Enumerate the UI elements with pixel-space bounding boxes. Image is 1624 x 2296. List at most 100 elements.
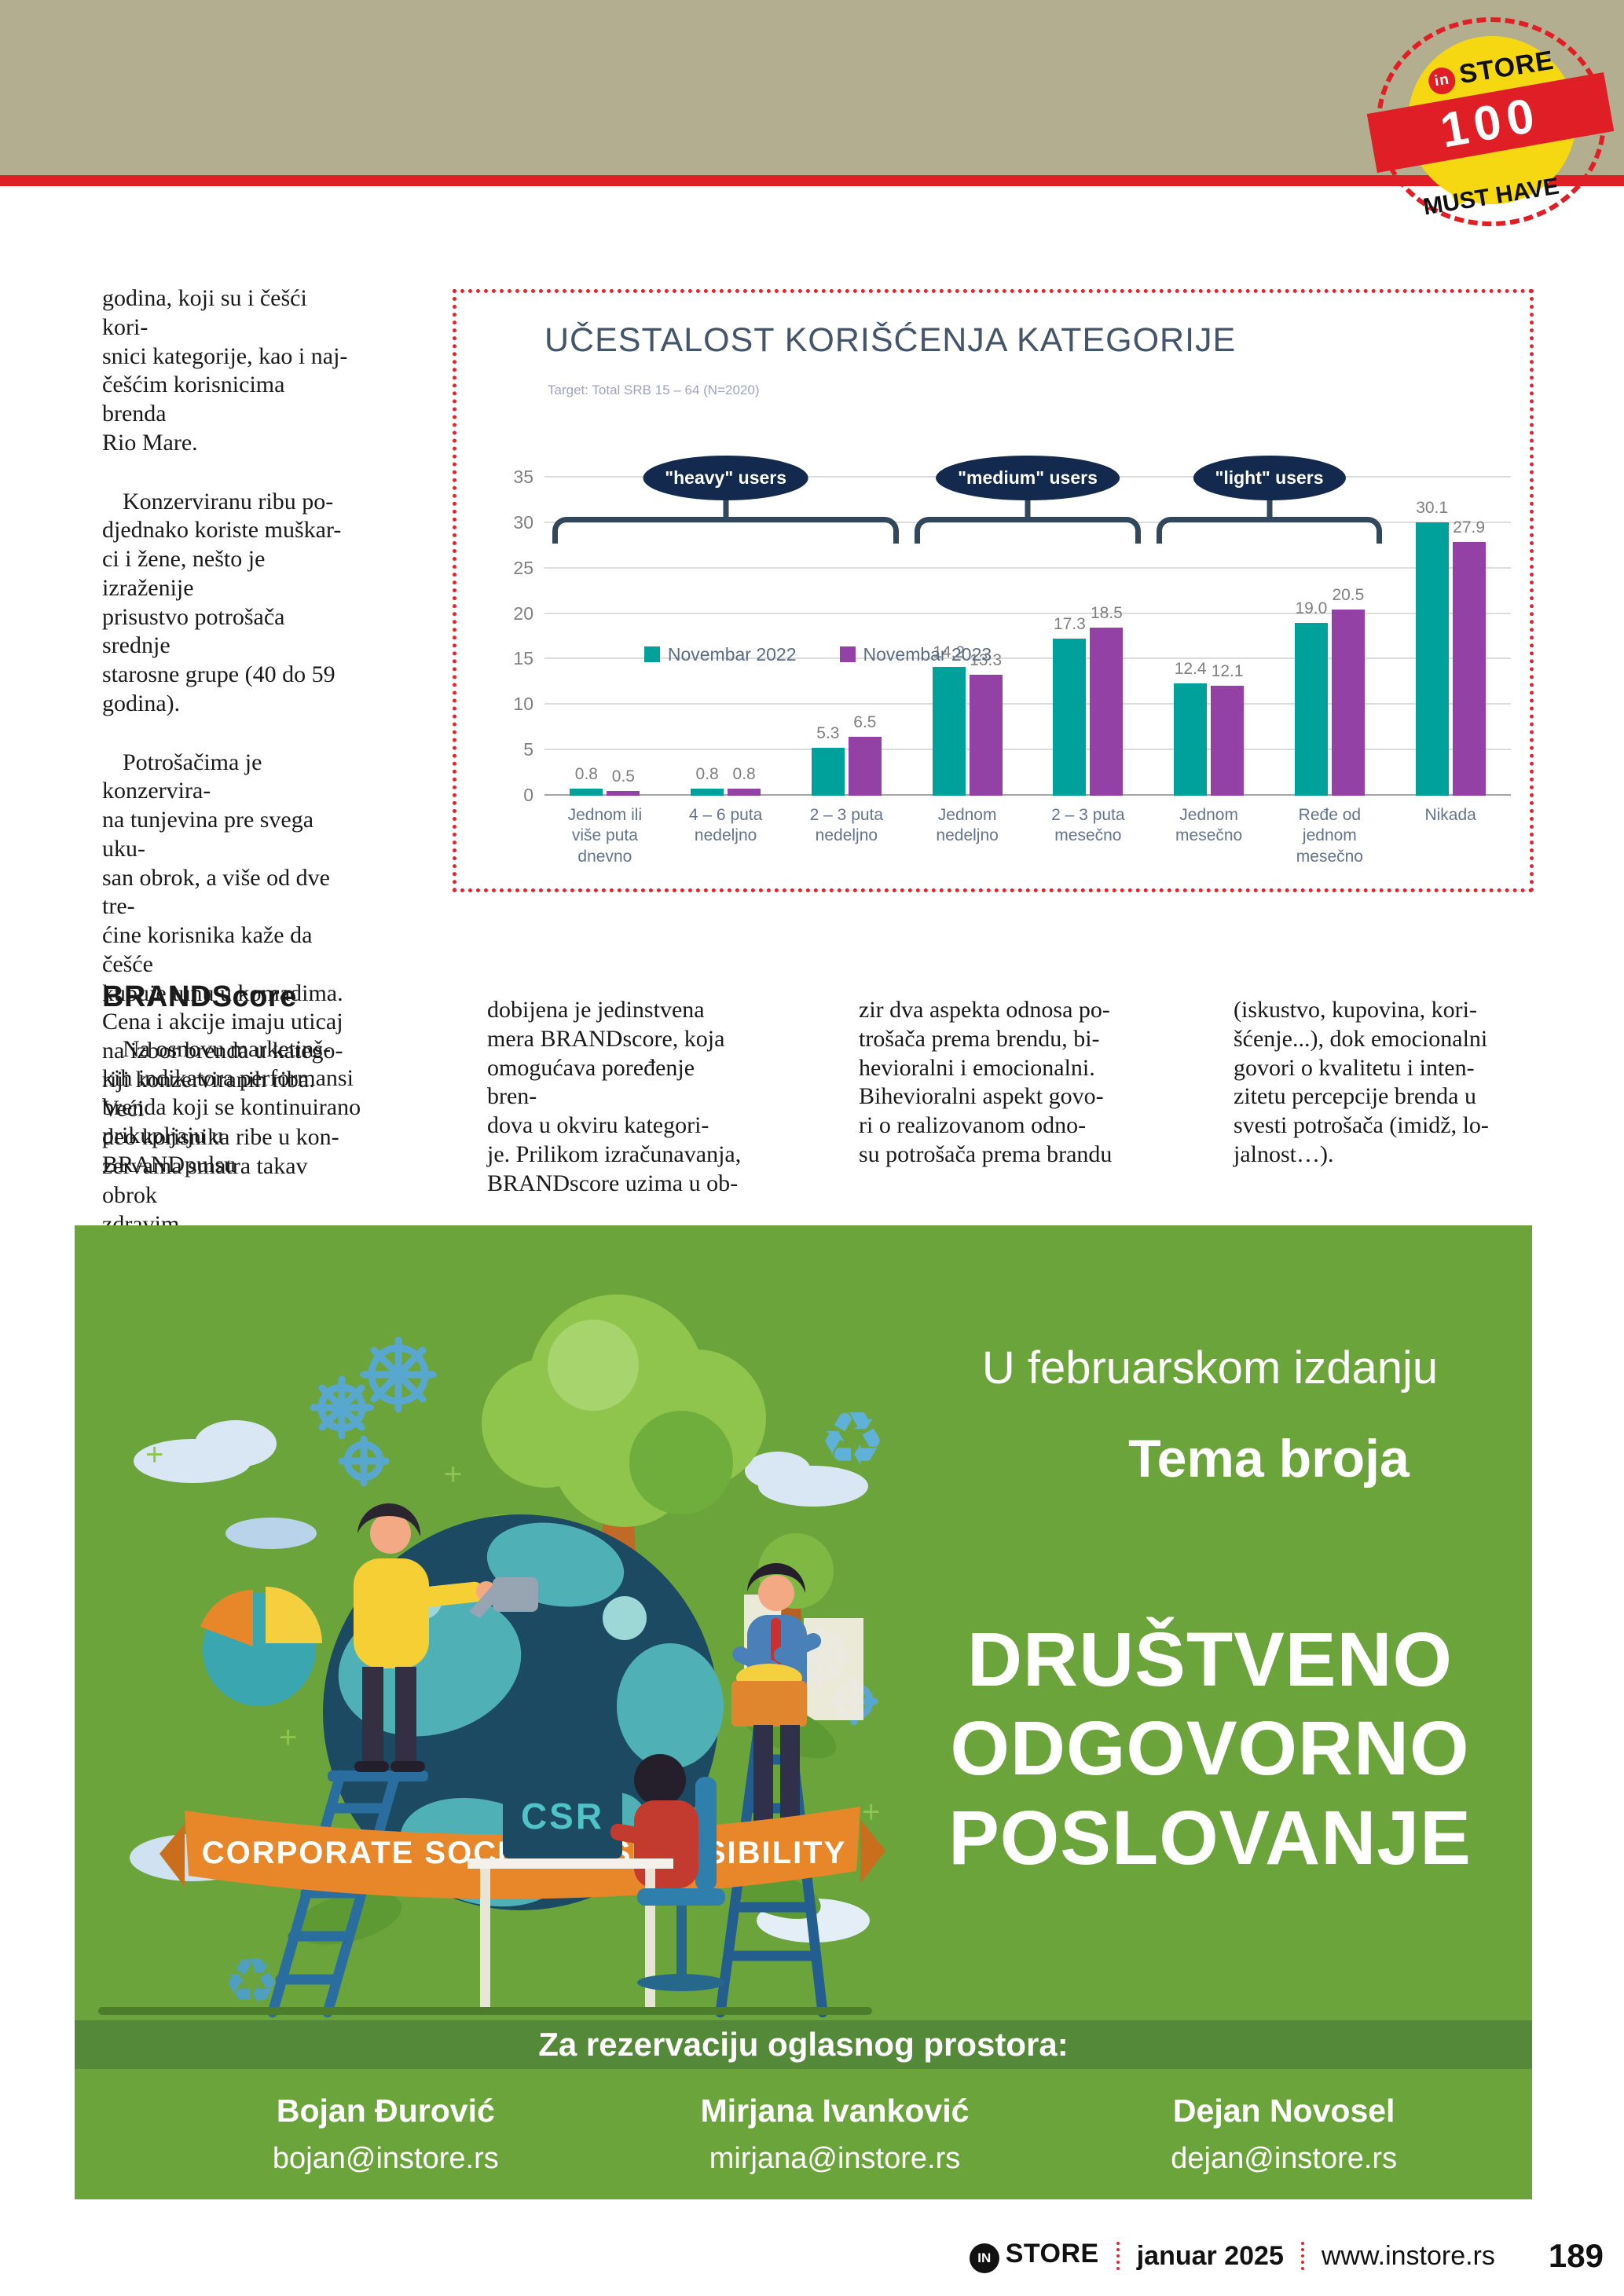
bar-novembar-2023: 6.5 [848, 713, 882, 796]
bar-value-label: 12.4 [1174, 659, 1207, 678]
chart-legend: Novembar 2022 Novembar 2023 [551, 644, 1085, 665]
reservation-strip: Za rezervaciju oglasnog prostora: [75, 2020, 1532, 2069]
desk-scene: CSR [467, 1754, 725, 2009]
user-group-label: "medium" users [936, 456, 1120, 500]
y-tick-label: 5 [523, 739, 533, 760]
contact-card: Bojan Đurović bojan@instore.rs [161, 2069, 610, 2199]
bar-value-label: 0.8 [574, 764, 598, 783]
bar-novembar-2022: 19.0 [1294, 599, 1328, 796]
gridline [544, 794, 1511, 796]
group-brace-stem [1267, 500, 1272, 522]
page-footer: IN STORE januar 2025 www.instore.rs 189 [969, 2237, 1604, 2275]
in-logo-icon: IN [969, 2243, 999, 2273]
advert-title-line: POSLOVANJE [948, 1794, 1472, 1880]
article-paragraph: godina, koji su i češći kori- snici kate… [102, 285, 348, 456]
chart-subtitle: Target: Total SRB 15 – 64 (N=2020) [548, 383, 760, 397]
contact-email: mirjana@instore.rs [709, 2142, 961, 2175]
y-tick-label: 20 [513, 602, 533, 624]
bar-novembar-2022: 0.8 [570, 765, 603, 796]
ladder-platform [328, 1771, 428, 1782]
chart-category: 12.4 12.1 Jednom mesečno [1149, 478, 1270, 844]
gridline [544, 703, 1511, 705]
x-axis-label: Jednom nedeljno [936, 806, 999, 845]
y-tick-label: 10 [513, 694, 533, 715]
footer-date: januar 2025 [1136, 2240, 1284, 2271]
bar-value-label: 19.0 [1295, 599, 1328, 618]
top-olive-bar [0, 0, 1624, 175]
contact-name: Bojan Đurović [276, 2093, 495, 2129]
x-axis-label: 2 – 3 puta nedeljno [809, 806, 884, 845]
chart-category: 5.3 6.5 2 – 3 puta nedeljno [786, 478, 907, 844]
top-red-rule [0, 175, 1624, 186]
x-axis-label: 2 – 3 puta mesečno [1051, 806, 1125, 845]
bar-novembar-2022: 12.4 [1174, 660, 1208, 796]
chart-category: 0.8 0.8 4 – 6 puta nedeljno [665, 478, 786, 845]
chart-category: 19.0 20.5 Ređe od jednom mesečno [1270, 478, 1391, 866]
brandscore-column-2: dobijena je jedinstvena mera BRANDscore,… [487, 997, 742, 1196]
x-axis-label: Jednom ili više puta dnevno [567, 806, 643, 866]
footer-logo-store: STORE [1005, 2239, 1099, 2269]
bar-value-label: 5.3 [816, 723, 840, 742]
y-tick-label: 35 [513, 467, 533, 487]
x-axis-label: Nikada [1424, 806, 1476, 824]
bar-value-label: 18.5 [1090, 603, 1123, 622]
x-axis-label: Ređe od jednom mesečno [1296, 806, 1363, 866]
legend-swatch [643, 646, 660, 662]
usage-frequency-chart-panel: UČESTALOST KORIŠĆENJA KATEGORIJE Target:… [453, 289, 1534, 892]
bar-novembar-2023: 0.8 [728, 765, 761, 796]
advert-title-line: DRUŠTVENO [967, 1617, 1453, 1702]
chart-category: 30.1 27.9 Nikada [1390, 478, 1511, 824]
chart-category: 17.3 18.5 2 – 3 puta mesečno [1028, 478, 1149, 844]
article-left-column: godina, koji su i češći kori- snici kate… [102, 284, 354, 1269]
svg-text:+: + [444, 1457, 462, 1492]
brandscore-heading: BRANDScore [102, 980, 297, 1013]
bar-novembar-2022: 17.3 [1053, 615, 1087, 796]
svg-text:+: + [279, 1720, 297, 1755]
chart-category: 0.8 0.5 Jednom ili više puta dnevno [544, 478, 665, 866]
bar-value-label: 0.8 [732, 764, 756, 783]
bar-value-label: 12.1 [1211, 662, 1244, 680]
advert-title: DRUŠTVENO ODGOVORNO POSLOVANJE [888, 1615, 1532, 1882]
contact-card: Dejan Novosel dejan@instore.rs [1059, 2069, 1509, 2199]
bar-novembar-2023: 20.5 [1331, 586, 1365, 796]
y-tick-label: 25 [513, 557, 533, 578]
bar-value-label: 20.5 [1332, 585, 1365, 604]
brandscore-column-1: Na osnovu marketinš- kih indikatora perf… [102, 1036, 361, 1177]
article-paragraph: Potrošačima je konzervira- na tunjevina … [102, 749, 343, 1237]
y-tick-label: 0 [523, 785, 533, 805]
contact-email: dejan@instore.rs [1171, 2142, 1398, 2175]
instore-100-must-have-badge: in STORE 100 MUST HAVE [1366, 14, 1615, 229]
bar-novembar-2022: 5.3 [811, 724, 845, 796]
bar-novembar-2023: 18.5 [1090, 604, 1124, 796]
user-group-label: "light" users [1193, 456, 1346, 500]
footer-separator [1116, 2242, 1120, 2270]
chart-category: 14.2 13.3 Jednom nedeljno [907, 478, 1028, 844]
ground-line [98, 2007, 872, 2015]
chart-plot-area: 0 5 10 15 20 25 30 35 0.8 0.5 Jednom ili više puta… [513, 456, 1511, 866]
x-axis-label: Jednom mesečno [1175, 806, 1243, 845]
advert-kicker: U februarskom izdanju [981, 1342, 1439, 1393]
bar-novembar-2022: 0.8 [691, 765, 724, 796]
x-axis-label: 4 – 6 puta nedeljno [688, 806, 763, 845]
february-issue-advert: ♻ ♻ [75, 1225, 1532, 2199]
advert-text-panel: U februarskom izdanju Tema broja DRUŠTVE… [888, 1225, 1532, 2020]
plus-decorations: + + + + [145, 1437, 880, 1829]
page-number: 189 [1548, 2237, 1604, 2274]
bar-slots: 0.8 0.5 Jednom ili više puta dnevno 0.8 0.8 4… [544, 478, 1511, 866]
legend-swatch [839, 646, 856, 662]
person-watering [354, 1503, 538, 1772]
y-tick-label: 15 [513, 648, 533, 669]
group-brace-stem [1025, 500, 1031, 522]
contact-name: Mirjana Ivanković [700, 2093, 970, 2129]
article-paragraph: Konzerviranu ribu po- djednako koriste m… [102, 488, 342, 716]
bar-novembar-2023: 0.5 [607, 767, 640, 796]
contacts-row: Bojan Đurović bojan@instore.rs Mirjana I… [75, 2069, 1532, 2199]
group-brace-stem [723, 500, 729, 522]
gridline [544, 566, 1511, 569]
contact-email: bojan@instore.rs [272, 2142, 499, 2175]
bar-novembar-2022: 30.1 [1415, 499, 1449, 796]
bar-value-label: 14.2 [933, 643, 966, 661]
svg-text:+: + [862, 1795, 880, 1829]
bar-value-label: 17.3 [1053, 614, 1086, 633]
